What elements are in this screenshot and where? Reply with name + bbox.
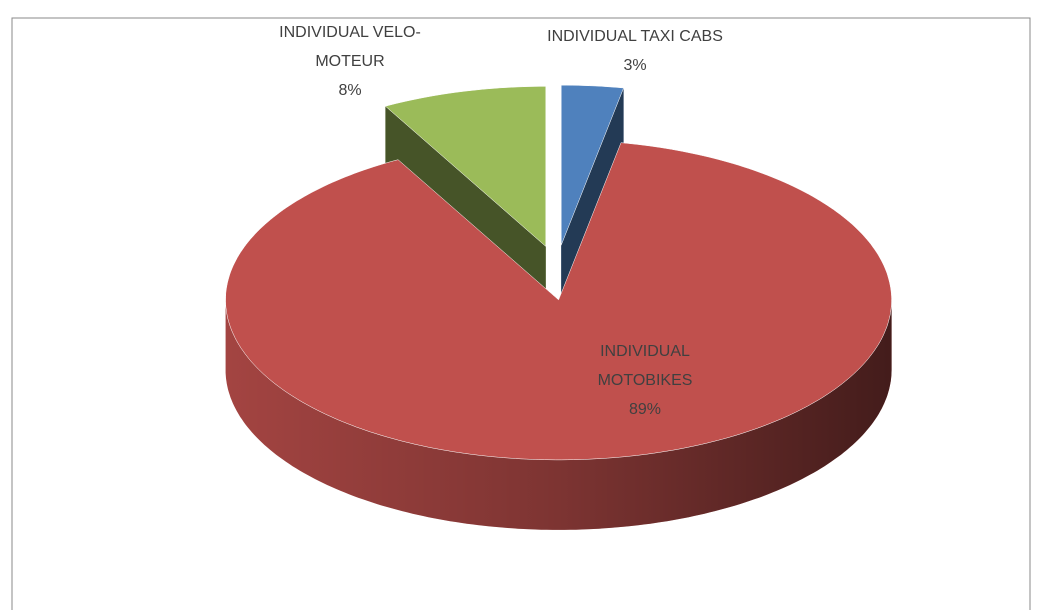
category-label: INDIVIDUAL MOTOBIKES — [597, 343, 693, 389]
data-label: INDIVIDUAL TAXI CABS 3% — [535, 22, 735, 80]
slice — [225, 142, 892, 461]
value-label: 89% — [628, 401, 662, 418]
chart-frame — [11, 17, 1031, 610]
data-label: INDIVIDUAL VELO-MOTEUR 8% — [250, 18, 450, 105]
value-label: 8% — [338, 82, 362, 99]
category-label: INDIVIDUAL VELO-MOTEUR — [279, 24, 421, 70]
slice-side-shade — [225, 299, 892, 530]
value-label: 3% — [623, 57, 647, 74]
slice — [384, 86, 547, 247]
category-label: INDIVIDUAL TAXI CABS — [547, 28, 723, 45]
slice — [560, 84, 624, 246]
data-label: INDIVIDUAL MOTOBIKES 89% — [560, 337, 730, 424]
